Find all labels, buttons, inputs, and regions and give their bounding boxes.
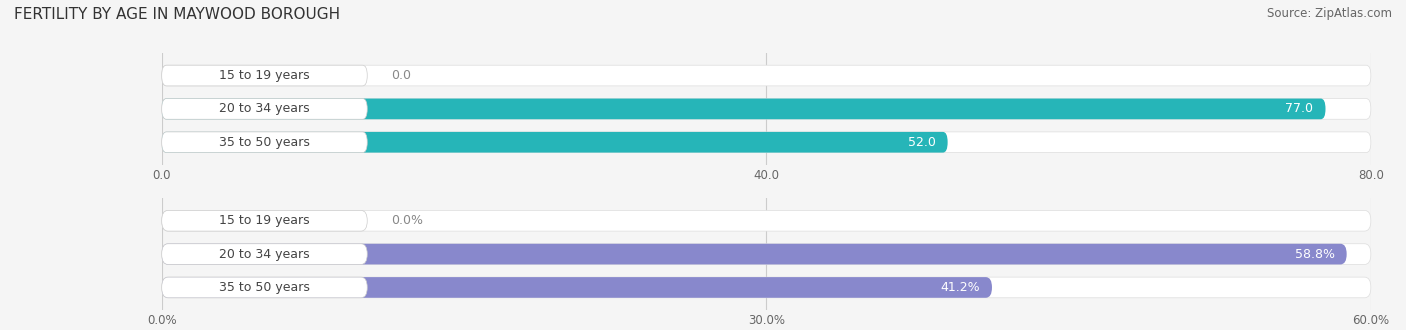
- FancyBboxPatch shape: [162, 132, 1371, 152]
- Text: 41.2%: 41.2%: [941, 281, 980, 294]
- FancyBboxPatch shape: [162, 244, 1347, 264]
- FancyBboxPatch shape: [162, 244, 367, 264]
- FancyBboxPatch shape: [162, 132, 948, 152]
- Text: 20 to 34 years: 20 to 34 years: [219, 248, 309, 261]
- FancyBboxPatch shape: [162, 65, 1371, 86]
- FancyBboxPatch shape: [162, 132, 367, 152]
- FancyBboxPatch shape: [162, 277, 1371, 298]
- Text: 15 to 19 years: 15 to 19 years: [219, 214, 309, 227]
- Text: 20 to 34 years: 20 to 34 years: [219, 102, 309, 115]
- Text: 15 to 19 years: 15 to 19 years: [219, 69, 309, 82]
- Text: 0.0%: 0.0%: [391, 214, 423, 227]
- Text: 35 to 50 years: 35 to 50 years: [219, 281, 309, 294]
- FancyBboxPatch shape: [162, 211, 367, 231]
- FancyBboxPatch shape: [162, 244, 1371, 264]
- Text: FERTILITY BY AGE IN MAYWOOD BOROUGH: FERTILITY BY AGE IN MAYWOOD BOROUGH: [14, 7, 340, 21]
- Text: 77.0: 77.0: [1285, 102, 1313, 115]
- Text: 58.8%: 58.8%: [1295, 248, 1334, 261]
- Text: 52.0: 52.0: [908, 136, 935, 149]
- FancyBboxPatch shape: [162, 65, 367, 86]
- Text: 0.0: 0.0: [391, 69, 412, 82]
- Text: 35 to 50 years: 35 to 50 years: [219, 136, 309, 149]
- FancyBboxPatch shape: [162, 277, 993, 298]
- FancyBboxPatch shape: [162, 277, 367, 298]
- FancyBboxPatch shape: [162, 211, 1371, 231]
- FancyBboxPatch shape: [162, 99, 367, 119]
- FancyBboxPatch shape: [162, 99, 1371, 119]
- FancyBboxPatch shape: [162, 99, 1326, 119]
- Text: Source: ZipAtlas.com: Source: ZipAtlas.com: [1267, 7, 1392, 19]
